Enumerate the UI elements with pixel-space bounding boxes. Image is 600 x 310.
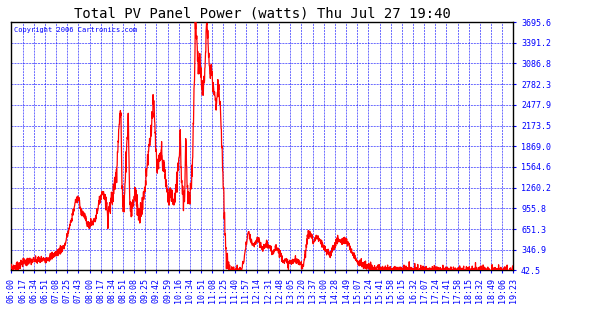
Text: Copyright 2006 Cartronics.com: Copyright 2006 Cartronics.com [14, 27, 137, 33]
Title: Total PV Panel Power (watts) Thu Jul 27 19:40: Total PV Panel Power (watts) Thu Jul 27 … [74, 7, 451, 21]
